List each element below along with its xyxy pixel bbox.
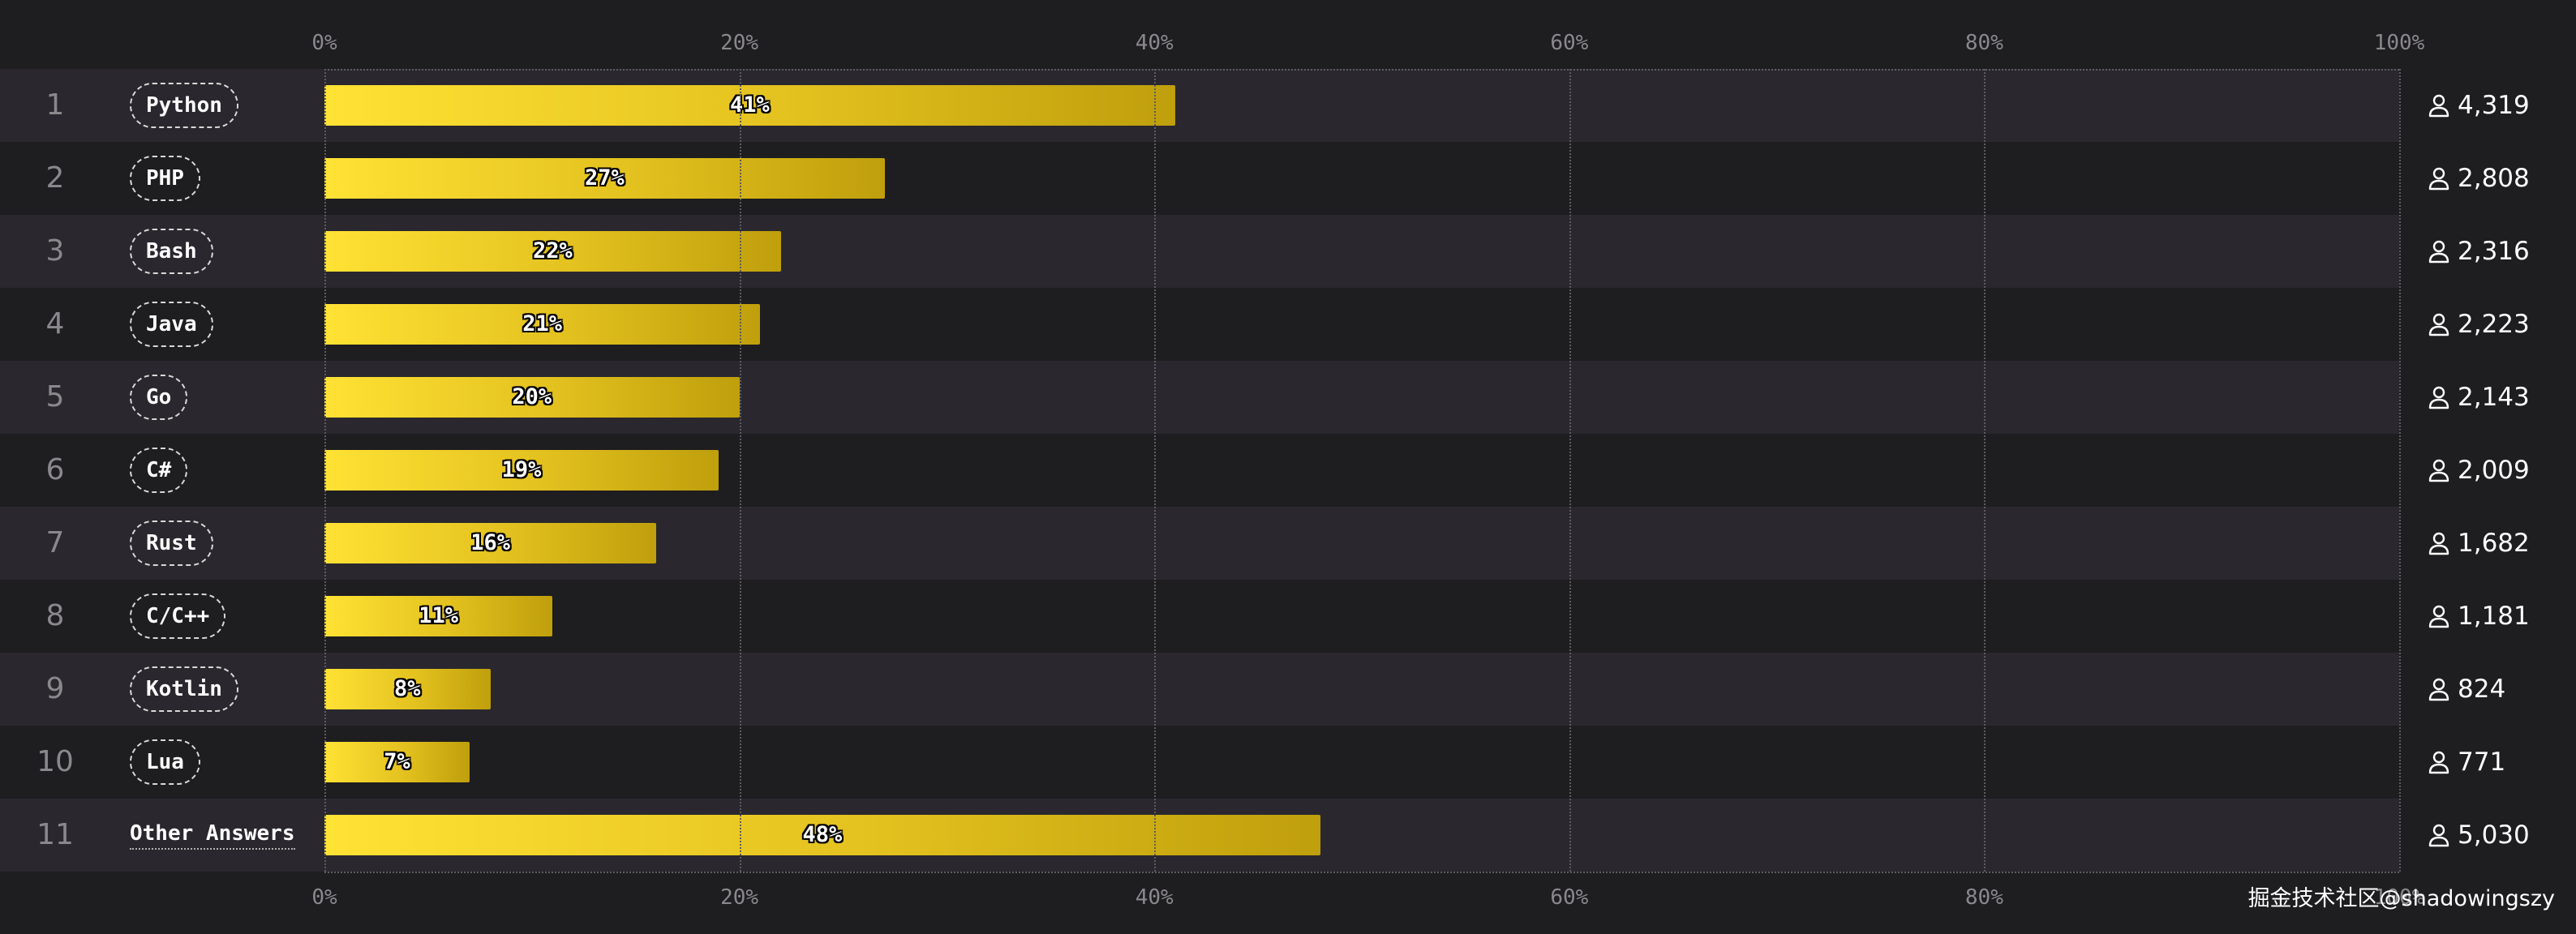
rank-number: 6 xyxy=(45,453,65,486)
rank-number: 1 xyxy=(45,88,65,122)
x-tick-label: 0% xyxy=(311,31,337,55)
respondent-count: 2,223 xyxy=(2428,288,2530,361)
respondent-count-value: 4,319 xyxy=(2458,91,2530,120)
respondent-count: 5,030 xyxy=(2428,799,2530,872)
bar xyxy=(324,231,781,272)
person-icon xyxy=(2428,386,2449,409)
respondent-count-value: 1,181 xyxy=(2458,602,2530,631)
respondent-count-value: 5,030 xyxy=(2458,820,2530,850)
person-icon xyxy=(2428,459,2449,482)
person-icon xyxy=(2428,678,2449,701)
rank-number: 8 xyxy=(45,599,65,632)
x-tick-label: 100% xyxy=(2373,885,2425,910)
bar-value-label: 7% xyxy=(384,749,410,774)
bar xyxy=(324,742,470,782)
respondent-count-value: 2,808 xyxy=(2458,164,2530,193)
category-pill: Java xyxy=(130,302,213,347)
bar-value-label: 19% xyxy=(501,457,542,482)
person-icon xyxy=(2428,313,2449,336)
gridline xyxy=(1154,69,1157,872)
bar xyxy=(324,596,553,636)
category-pill: C# xyxy=(130,448,188,493)
x-tick-label: 40% xyxy=(1135,31,1174,55)
respondent-count: 1,682 xyxy=(2428,507,2530,580)
category-pill: C/C++ xyxy=(130,593,226,639)
bar-value-label: 21% xyxy=(522,311,562,336)
respondent-count-value: 2,316 xyxy=(2458,237,2530,266)
bar xyxy=(324,304,761,345)
bar xyxy=(324,450,719,491)
gridline xyxy=(1984,69,1986,872)
rank-number: 11 xyxy=(36,818,74,851)
respondent-count-value: 2,223 xyxy=(2458,310,2530,339)
respondent-count: 824 xyxy=(2428,653,2505,726)
bar xyxy=(324,158,885,199)
respondent-count-value: 1,682 xyxy=(2458,529,2530,558)
category-pill: Kotlin xyxy=(130,666,238,712)
gridline xyxy=(324,69,326,872)
rank-number: 4 xyxy=(45,307,65,341)
gridline xyxy=(739,69,741,872)
bar-value-label: 41% xyxy=(729,92,770,118)
respondent-count-value: 824 xyxy=(2458,675,2506,704)
respondent-count: 4,319 xyxy=(2428,69,2530,142)
category-pill: PHP xyxy=(130,156,200,201)
person-icon xyxy=(2428,605,2449,628)
bar-value-label: 11% xyxy=(419,603,459,628)
bar-value-label: 20% xyxy=(512,384,552,409)
person-icon xyxy=(2428,532,2449,555)
bar xyxy=(324,669,491,709)
x-tick-label: 80% xyxy=(1964,885,2003,910)
rank-number: 9 xyxy=(45,672,65,705)
respondent-count-value: 2,143 xyxy=(2458,383,2530,412)
bar-value-label: 8% xyxy=(394,676,421,701)
bar-value-label: 48% xyxy=(802,822,843,847)
person-icon xyxy=(2428,751,2449,774)
x-tick-label: 40% xyxy=(1135,885,1174,910)
rank-number: 10 xyxy=(36,745,74,778)
respondent-count-value: 771 xyxy=(2458,748,2506,777)
x-tick-label: 20% xyxy=(720,31,759,55)
category-pill: Lua xyxy=(130,739,200,785)
rank-number: 3 xyxy=(45,234,65,268)
gridline xyxy=(1569,69,1571,872)
axis-line-bottom xyxy=(324,872,2399,873)
bar-value-label: 27% xyxy=(584,165,625,191)
bar xyxy=(324,377,740,418)
bar xyxy=(324,523,657,563)
respondent-count: 2,808 xyxy=(2428,142,2530,215)
x-tick-label: 100% xyxy=(2373,31,2425,55)
x-tick-label: 80% xyxy=(1964,31,2003,55)
category-pill: Rust xyxy=(130,521,213,566)
person-icon xyxy=(2428,240,2449,263)
respondent-count-value: 2,009 xyxy=(2458,456,2530,485)
x-tick-label: 0% xyxy=(311,885,337,910)
axis-line-top xyxy=(324,69,2399,71)
respondent-count: 2,316 xyxy=(2428,215,2530,288)
x-tick-label: 60% xyxy=(1550,31,1589,55)
respondent-count: 2,143 xyxy=(2428,361,2530,434)
category-pill: Bash xyxy=(130,229,213,274)
respondent-count: 1,181 xyxy=(2428,580,2530,653)
person-icon xyxy=(2428,94,2449,118)
person-icon xyxy=(2428,824,2449,847)
respondent-count: 2,009 xyxy=(2428,434,2530,507)
x-tick-label: 20% xyxy=(720,885,759,910)
bar xyxy=(324,85,1175,126)
rank-number: 5 xyxy=(45,380,65,413)
category-pill: Python xyxy=(130,83,238,128)
gridline xyxy=(2399,69,2401,872)
x-tick-label: 60% xyxy=(1550,885,1589,910)
person-icon xyxy=(2428,167,2449,191)
respondent-count: 771 xyxy=(2428,726,2505,799)
rank-number: 2 xyxy=(45,161,65,195)
watermark: 掘金技术社区@shadowingszy xyxy=(2248,886,2555,911)
category-label-other[interactable]: Other Answers xyxy=(130,821,295,850)
bar-value-label: 16% xyxy=(470,530,511,555)
category-pill: Go xyxy=(130,375,188,420)
rank-number: 7 xyxy=(45,526,65,559)
bar-value-label: 22% xyxy=(532,238,573,263)
